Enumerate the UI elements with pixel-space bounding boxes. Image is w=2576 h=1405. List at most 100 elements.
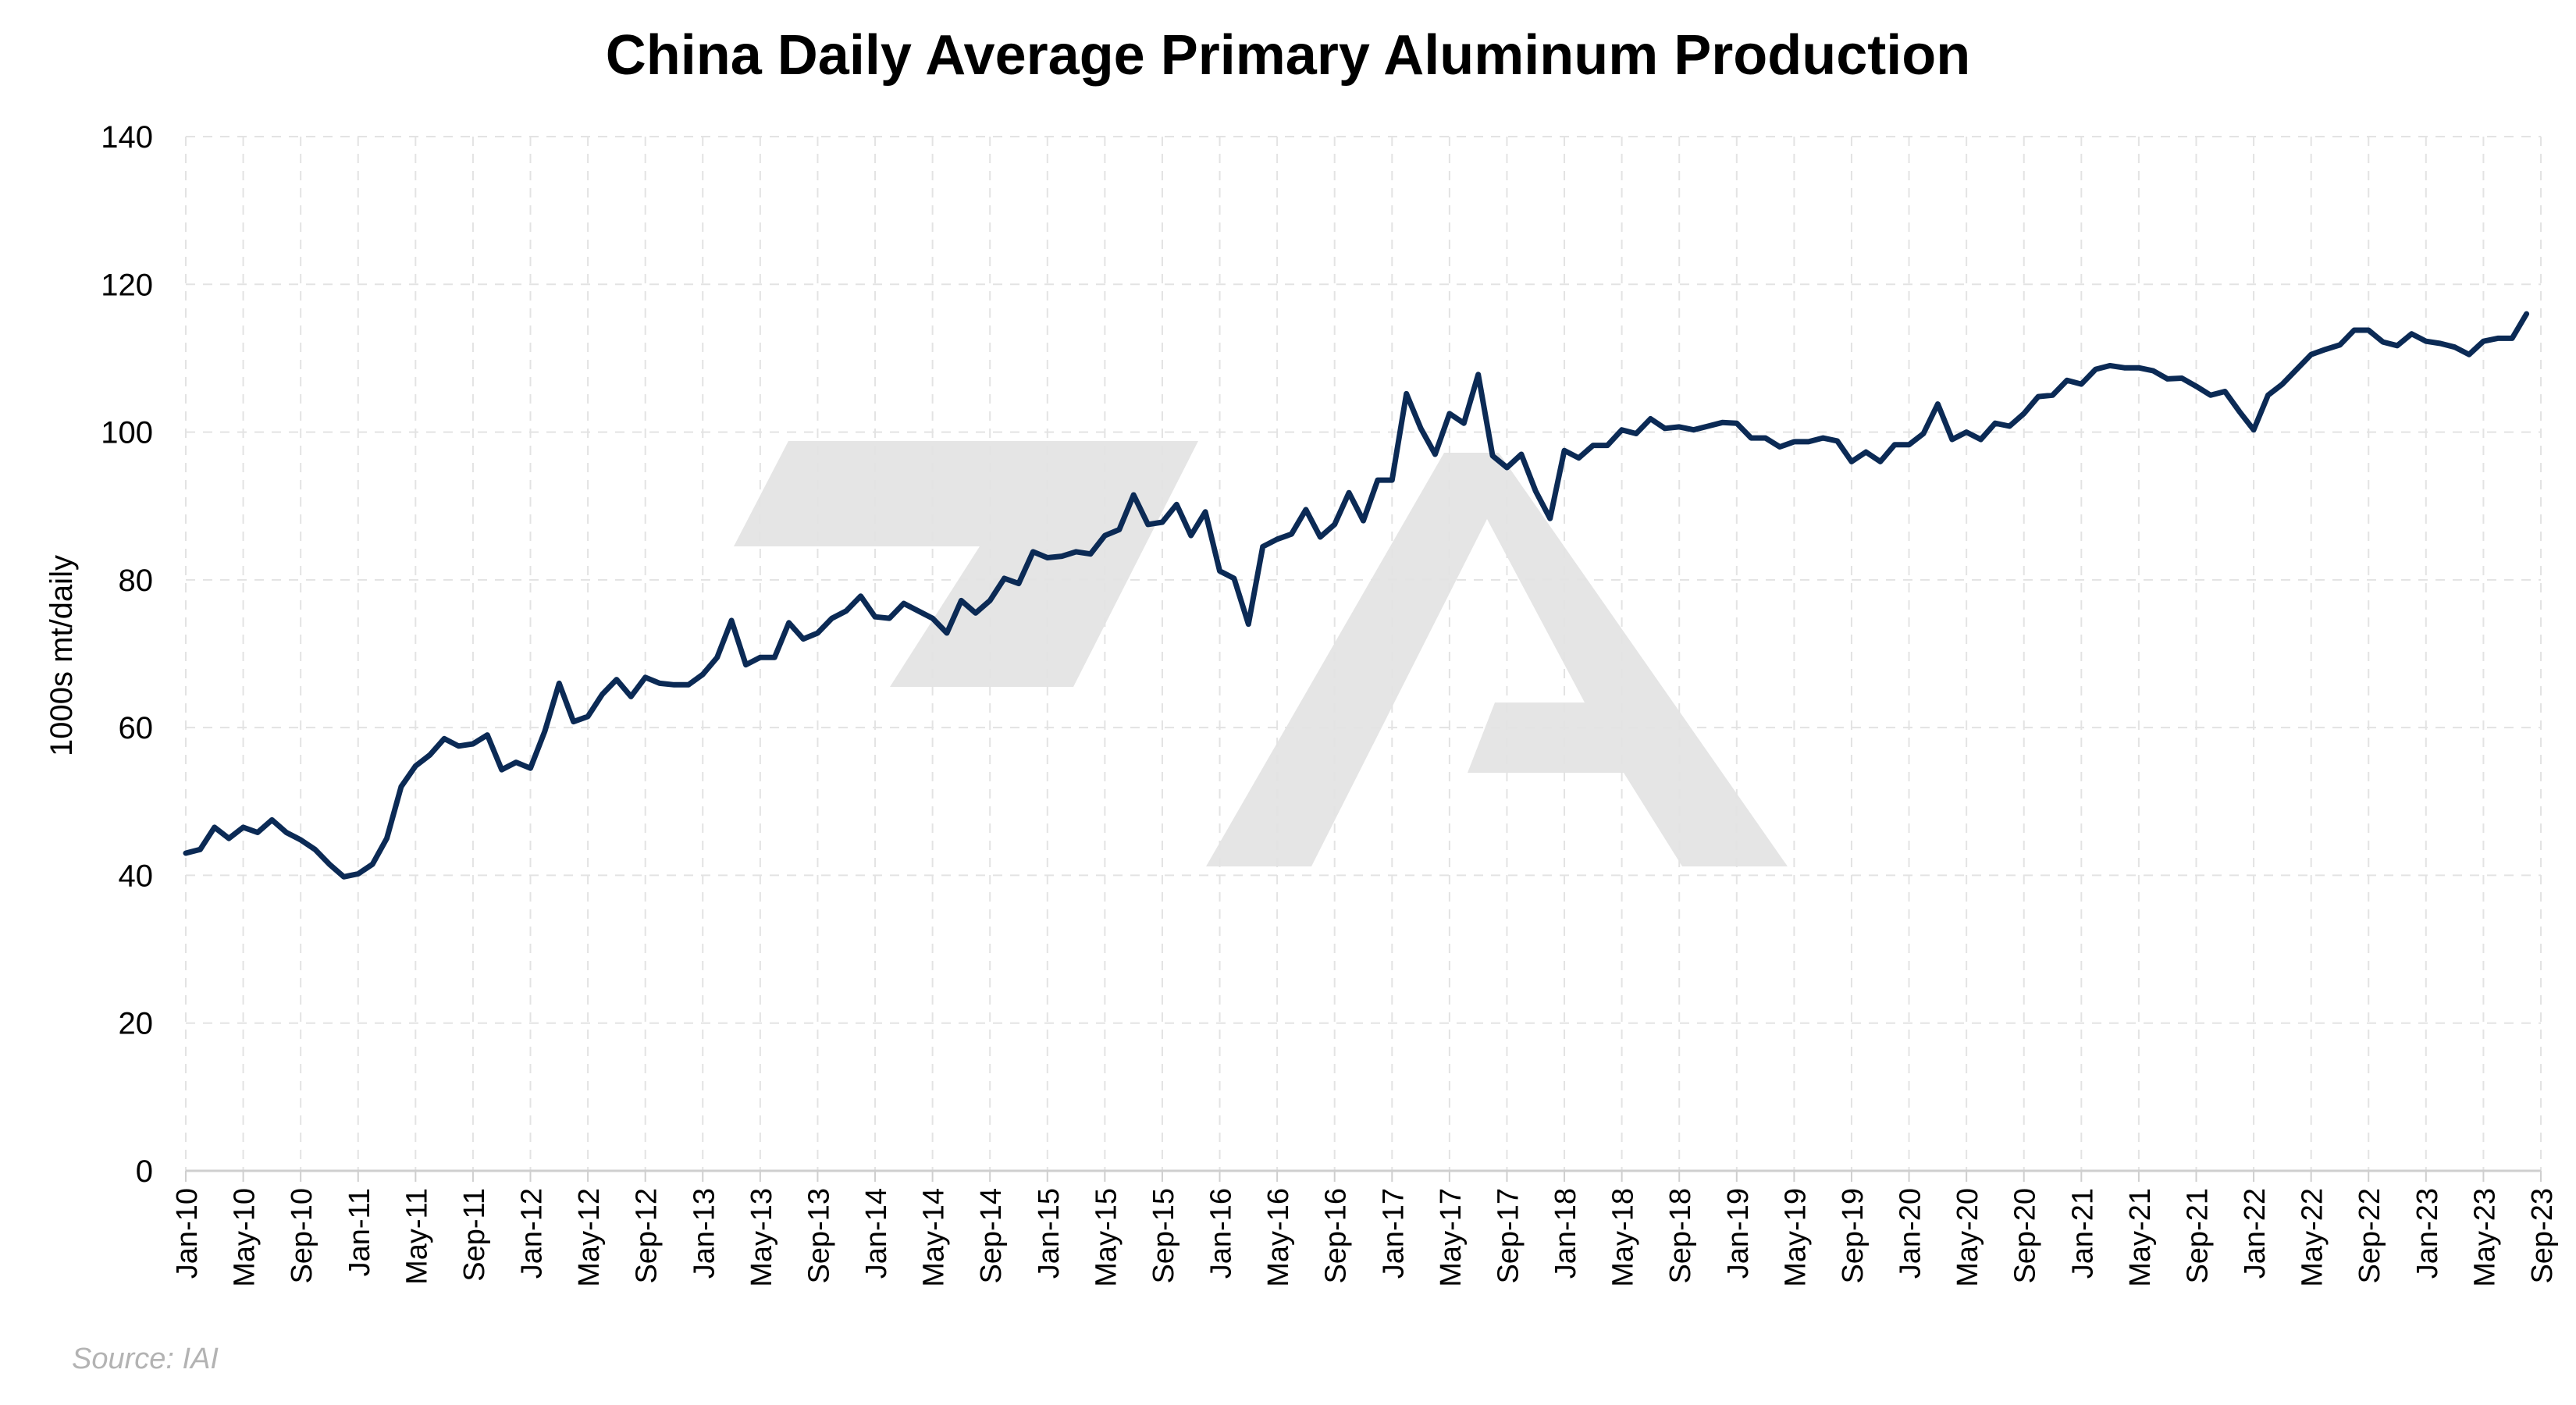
- y-axis-label: 1000s mt/daily: [44, 555, 79, 756]
- x-tick-label: Sep-13: [802, 1188, 835, 1284]
- data-point: [959, 598, 964, 603]
- x-tick-label: May-14: [918, 1188, 951, 1287]
- data-point: [1848, 459, 1854, 464]
- data-point: [2194, 383, 2199, 389]
- x-tick-label: May-17: [1435, 1188, 1468, 1287]
- data-point: [1892, 442, 1898, 447]
- x-tick-label: Jan-20: [1895, 1188, 1927, 1279]
- data-point: [398, 784, 404, 789]
- data-point: [1131, 493, 1137, 498]
- data-point: [1576, 455, 1582, 461]
- x-tick-label: Jan-10: [171, 1188, 204, 1279]
- data-point: [2222, 389, 2228, 394]
- x-tick-label: Sep-15: [1147, 1188, 1180, 1284]
- data-point: [2050, 393, 2055, 398]
- data-point: [269, 817, 275, 823]
- data-point: [1044, 555, 1050, 560]
- data-point: [1734, 421, 1739, 426]
- data-point: [1217, 568, 1222, 574]
- data-point: [1533, 489, 1539, 494]
- data-point: [2409, 331, 2414, 336]
- data-point: [714, 655, 720, 660]
- watermark-logo: [734, 441, 1788, 866]
- data-point: [2337, 342, 2343, 347]
- x-tick-label: Sep-11: [458, 1188, 491, 1282]
- data-point: [1634, 431, 1639, 436]
- y-tick-label: 60: [119, 711, 154, 745]
- data-point: [528, 766, 533, 771]
- data-point: [1260, 544, 1265, 550]
- data-point: [1159, 520, 1165, 525]
- x-tick-label: Sep-21: [2181, 1188, 2214, 1284]
- data-point: [1303, 507, 1308, 512]
- data-point: [1691, 427, 1696, 432]
- x-tick-label: Sep-20: [2009, 1188, 2042, 1284]
- data-point: [1446, 411, 1452, 416]
- x-tick-label: Sep-12: [631, 1188, 664, 1284]
- data-point: [1935, 401, 1941, 407]
- data-point: [987, 598, 993, 603]
- data-point: [2467, 352, 2472, 357]
- x-tick-label: Jan-18: [1550, 1188, 1582, 1279]
- data-point: [2351, 327, 2357, 333]
- data-point: [1518, 451, 1524, 457]
- x-tick-label: May-11: [400, 1188, 433, 1285]
- data-point: [499, 767, 504, 773]
- data-point: [743, 662, 749, 667]
- data-point: [757, 655, 763, 660]
- y-tick-label: 40: [119, 859, 154, 893]
- data-point: [1102, 533, 1108, 539]
- data-point: [1749, 436, 1754, 441]
- data-point: [1432, 451, 1438, 457]
- x-tick-label: Sep-22: [2354, 1188, 2386, 1284]
- data-point: [1246, 621, 1251, 627]
- watermark-a: [1206, 453, 1788, 866]
- y-tick-label: 140: [101, 120, 153, 155]
- data-point: [2236, 409, 2242, 414]
- data-point: [2036, 394, 2041, 400]
- data-point: [829, 616, 834, 621]
- data-point: [2064, 378, 2069, 383]
- y-tick-label: 0: [136, 1154, 153, 1189]
- data-point: [226, 836, 232, 841]
- data-point: [2380, 340, 2386, 345]
- data-point: [2524, 311, 2529, 317]
- x-tick-label: Jan-22: [2239, 1188, 2272, 1279]
- x-tick-label: May-16: [1262, 1188, 1295, 1287]
- data-point: [2438, 341, 2443, 346]
- x-tick-label: Jan-23: [2411, 1188, 2444, 1279]
- grid: [185, 136, 2542, 1171]
- data-point: [2165, 376, 2170, 382]
- x-tick-label: Sep-17: [1492, 1188, 1525, 1284]
- data-point: [1375, 478, 1380, 483]
- data-point: [685, 682, 691, 688]
- data-point: [212, 824, 217, 830]
- x-tick-label: Sep-23: [2526, 1188, 2559, 1284]
- x-tick-label: Jan-13: [688, 1188, 720, 1279]
- data-point: [2423, 339, 2428, 344]
- data-point: [2495, 336, 2500, 341]
- data-point: [729, 617, 735, 623]
- data-point: [1318, 534, 1323, 539]
- data-point: [1949, 437, 1955, 443]
- data-point: [283, 830, 289, 835]
- data-point: [772, 655, 777, 660]
- data-point: [2510, 336, 2515, 341]
- data-point: [384, 836, 390, 841]
- x-tick-label: Jan-19: [1722, 1188, 1755, 1279]
- x-tick-label: May-13: [745, 1188, 778, 1287]
- y-tick-label: 80: [119, 564, 154, 598]
- data-point: [2079, 382, 2084, 387]
- data-point: [1834, 438, 1840, 443]
- data-point: [370, 862, 375, 867]
- data-point: [1073, 549, 1079, 554]
- data-point: [355, 871, 361, 877]
- data-point: [815, 631, 820, 635]
- data-point: [1174, 502, 1179, 507]
- data-point: [2323, 347, 2329, 352]
- data-point: [1145, 521, 1151, 527]
- data-point: [1791, 439, 1797, 444]
- x-tick-label: Sep-14: [975, 1188, 1008, 1284]
- x-tick-label: Jan-14: [860, 1188, 893, 1279]
